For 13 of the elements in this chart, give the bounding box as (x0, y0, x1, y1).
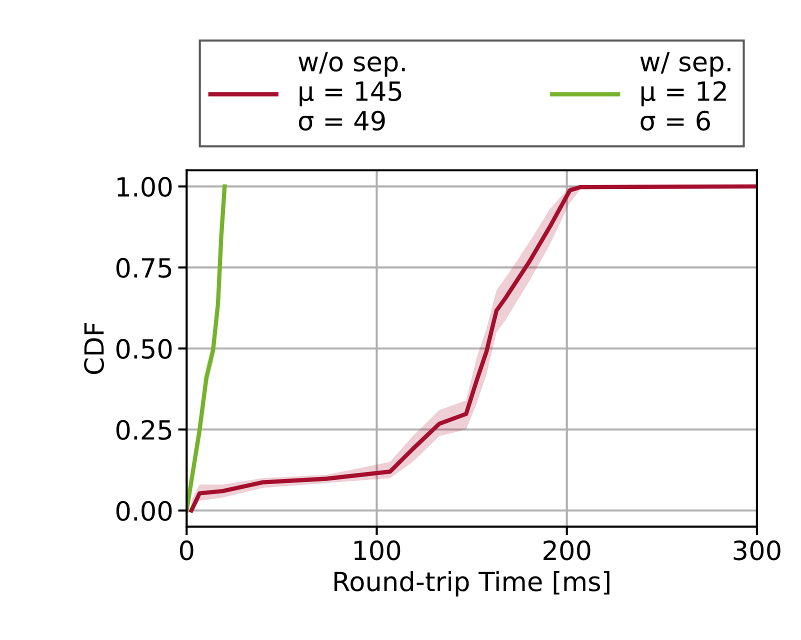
y-tick-label: 0.25 (116, 420, 172, 440)
x-axis-title: Round-trip Time [ms] (334, 571, 610, 597)
x-tick-label: 0 (180, 540, 194, 560)
x-tick-label: 300 (734, 540, 780, 560)
y-tick-label: 0.75 (116, 258, 172, 278)
y-tick-label: 0.50 (116, 338, 172, 359)
x-tick-label: 100 (354, 540, 400, 560)
x-tick-label: 200 (544, 540, 590, 560)
y-tick-label: 0.00 (116, 500, 172, 521)
legend-label: w/ sep. μ = 12 σ = 6 (640, 52, 730, 131)
y-axis-title: CDF (84, 323, 104, 374)
legend-label: w/o sep. μ = 145 σ = 49 (298, 52, 405, 131)
y-tick-label: 1.00 (118, 176, 172, 197)
